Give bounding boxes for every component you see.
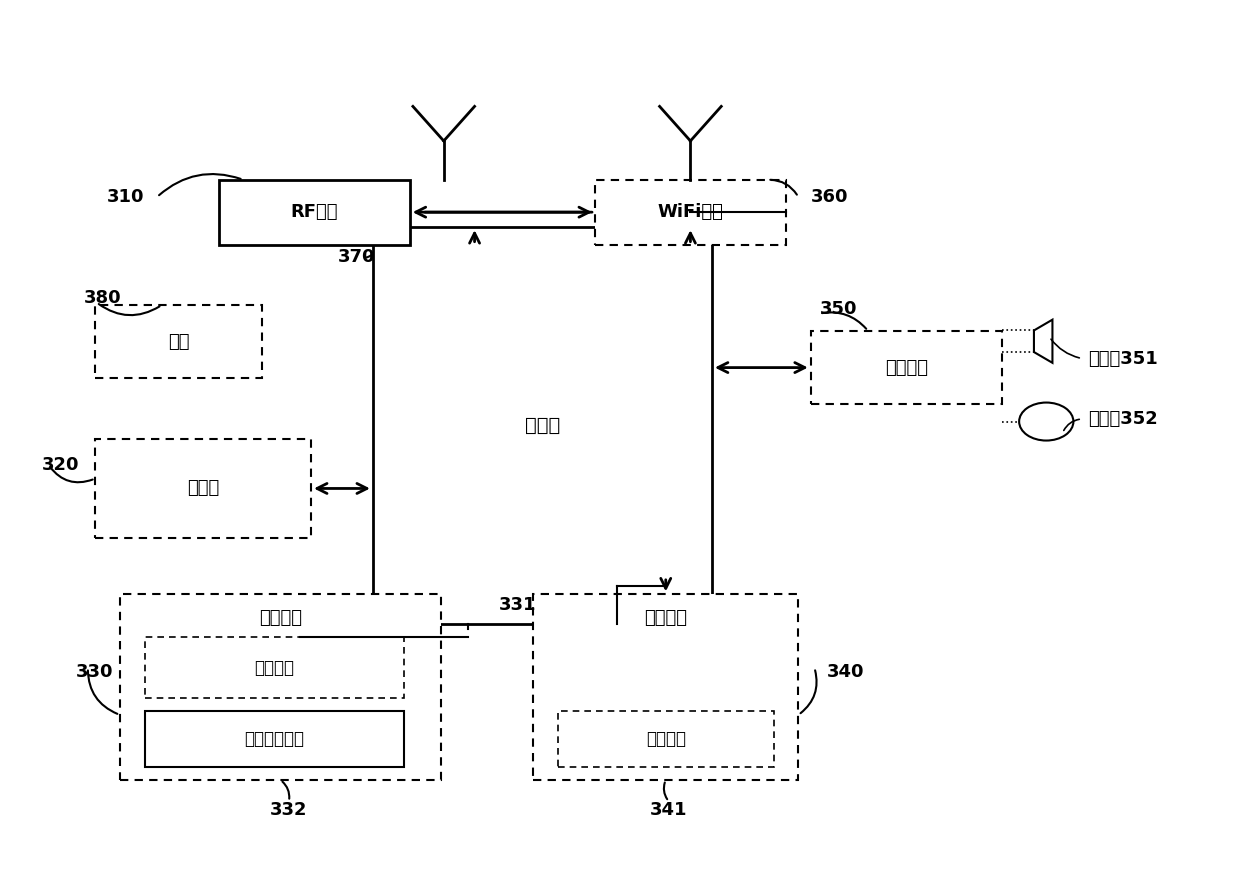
- Text: 音频电路: 音频电路: [885, 359, 928, 376]
- Bar: [120, 594, 441, 779]
- Text: 电源: 电源: [167, 333, 190, 351]
- Text: 341: 341: [650, 801, 688, 819]
- Text: 320: 320: [42, 455, 79, 474]
- Bar: [533, 594, 798, 779]
- Text: 输入单元: 输入单元: [259, 609, 302, 627]
- Bar: [558, 711, 773, 767]
- Text: RF电路: RF电路: [290, 203, 338, 222]
- Bar: [218, 180, 410, 244]
- Polygon shape: [1033, 320, 1052, 363]
- Bar: [595, 180, 786, 244]
- Text: 360: 360: [810, 188, 849, 206]
- Text: 310: 310: [107, 188, 145, 206]
- Text: 处理器: 处理器: [525, 416, 560, 435]
- Text: 380: 380: [84, 289, 121, 307]
- Text: 331: 331: [498, 596, 536, 614]
- Bar: [145, 711, 404, 767]
- Text: WiFi模块: WiFi模块: [658, 203, 724, 222]
- Text: 330: 330: [76, 663, 113, 681]
- Text: 触控面板: 触控面板: [254, 659, 294, 677]
- Bar: [95, 439, 311, 538]
- Bar: [95, 305, 261, 378]
- Text: 其他输入设备: 其他输入设备: [244, 730, 304, 748]
- Text: 350: 350: [819, 301, 857, 318]
- Text: 传声器352: 传声器352: [1088, 410, 1158, 428]
- Text: 存储器: 存储器: [187, 480, 219, 497]
- Text: 扬声器351: 扬声器351: [1088, 349, 1158, 368]
- Bar: [373, 228, 712, 625]
- Text: 340: 340: [826, 663, 865, 681]
- Bar: [810, 331, 1002, 404]
- Text: 显示单元: 显示单元: [643, 609, 686, 627]
- Bar: [145, 637, 404, 698]
- Text: 332: 332: [270, 801, 307, 819]
- Text: 370: 370: [338, 249, 375, 267]
- Text: 显示面板: 显示面板: [646, 730, 685, 748]
